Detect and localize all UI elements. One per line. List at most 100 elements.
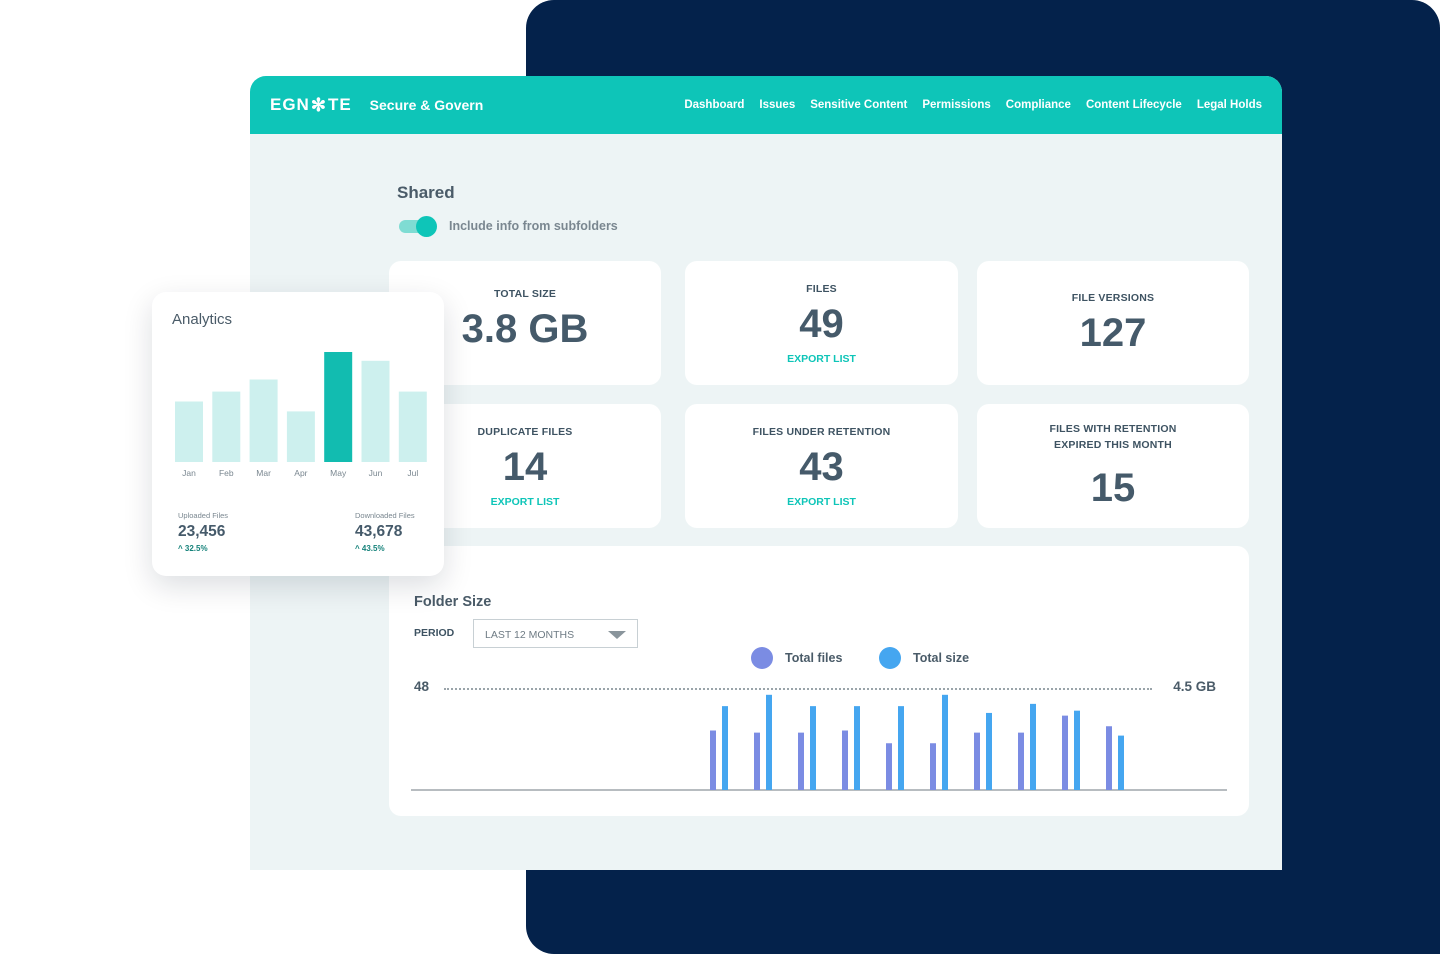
analytics-tick-label: Jul bbox=[407, 468, 418, 478]
legend-swatch bbox=[751, 647, 773, 669]
legend-label: Total files bbox=[785, 651, 843, 665]
app-title: Secure & Govern bbox=[369, 97, 484, 113]
stat-change: ^ 43.5% bbox=[355, 544, 385, 553]
analytics-bar-may bbox=[324, 352, 353, 462]
analytics-tick-label: May bbox=[330, 468, 347, 478]
main-nav: Dashboard Issues Sensitive Content Permi… bbox=[684, 99, 1262, 111]
card-value: 3.8 GB bbox=[461, 307, 589, 351]
total-size-bar bbox=[854, 706, 860, 790]
card-files: FILES 49 EXPORT LIST bbox=[685, 261, 958, 385]
card-label: TOTAL SIZE bbox=[493, 288, 557, 300]
card-file-versions: FILE VERSIONS 127 bbox=[977, 261, 1249, 385]
app-window: EGN ✻ TE Secure & Govern Dashboard Issues … bbox=[250, 76, 1282, 870]
toggle-label: Include info from subfolders bbox=[449, 219, 618, 233]
total-size-bar bbox=[1074, 710, 1080, 790]
left-axis-max-label: 48 bbox=[414, 679, 430, 694]
total-files-bar bbox=[974, 732, 980, 790]
nav-issues[interactable]: Issues bbox=[759, 99, 796, 111]
card-label: DUPLICATE FILES bbox=[477, 426, 573, 438]
total-files-bar bbox=[930, 743, 936, 790]
period-dropdown[interactable]: LAST 12 MONTHS bbox=[473, 619, 638, 648]
export-list-link[interactable]: EXPORT LIST bbox=[787, 496, 856, 508]
analytics-bar-jun bbox=[361, 360, 390, 462]
stat-value: 23,456 bbox=[178, 523, 226, 540]
analytics-bar-jan bbox=[175, 401, 203, 462]
stat-label: Downloaded Files bbox=[355, 511, 415, 520]
analytics-bar-chart: Jan Feb Mar Apr May Jun Jul bbox=[175, 352, 427, 478]
uploaded-files-stat: Uploaded Files 23,456 ^ 32.5% bbox=[178, 511, 228, 553]
max-gridline bbox=[444, 688, 1152, 690]
nav-permissions[interactable]: Permissions bbox=[922, 99, 991, 111]
total-size-bar bbox=[722, 706, 728, 790]
card-retention-expired: FILES WITH RETENTION EXPIRED THIS MONTH … bbox=[977, 404, 1249, 528]
stat-label: Uploaded Files bbox=[178, 511, 229, 520]
analytics-title: Analytics bbox=[172, 311, 233, 328]
snowflake-icon: ✻ bbox=[310, 94, 327, 115]
total-size-bar bbox=[942, 694, 948, 790]
card-label: FILES bbox=[806, 283, 837, 295]
analytics-bar-feb bbox=[212, 391, 241, 462]
nav-compliance[interactable]: Compliance bbox=[1005, 99, 1071, 111]
analytics-tick-label: Jun bbox=[369, 468, 383, 478]
card-value: 14 bbox=[502, 445, 548, 489]
card-files-under-retention: FILES UNDER RETENTION 43 EXPORT LIST bbox=[685, 404, 958, 528]
subfolder-toggle[interactable] bbox=[397, 216, 437, 237]
subfolder-toggle-row: Include info from subfolders bbox=[397, 216, 618, 237]
nav-content-lifecycle[interactable]: Content Lifecycle bbox=[1085, 99, 1182, 111]
analytics-bar-apr bbox=[286, 411, 315, 462]
total-files-bar bbox=[754, 732, 760, 790]
card-value: 15 bbox=[1090, 466, 1136, 510]
nav-sensitive-content[interactable]: Sensitive Content bbox=[810, 99, 908, 111]
total-files-bar bbox=[886, 743, 892, 790]
legend-total-size: Total size bbox=[879, 647, 969, 669]
card-label-line1: FILES WITH RETENTION bbox=[1049, 423, 1177, 435]
toggle-knob bbox=[416, 216, 437, 237]
total-size-bar bbox=[898, 706, 904, 790]
downloaded-files-stat: Downloaded Files 43,678 ^ 43.5% bbox=[355, 511, 415, 553]
total-files-bar bbox=[1062, 715, 1068, 790]
total-size-bar bbox=[1118, 735, 1124, 790]
analytics-bar-mar bbox=[249, 379, 278, 462]
total-files-bar bbox=[1018, 732, 1024, 790]
export-list-link[interactable]: EXPORT LIST bbox=[490, 496, 560, 508]
period-value: LAST 12 MONTHS bbox=[485, 629, 575, 641]
page-title: Shared bbox=[397, 183, 455, 202]
legend-swatch bbox=[879, 647, 901, 669]
total-files-bar bbox=[798, 732, 804, 790]
right-axis-max-label: 4.5 GB bbox=[1173, 679, 1216, 694]
folder-size-title: Folder Size bbox=[414, 594, 492, 610]
top-nav-bar: EGN ✻ TE Secure & Govern Dashboard Issues … bbox=[250, 76, 1282, 134]
card-value: 49 bbox=[799, 302, 844, 346]
egnyte-logo[interactable]: EGN ✻ TE bbox=[270, 95, 352, 116]
stat-change: ^ 32.5% bbox=[178, 544, 208, 553]
folder-size-panel: Folder Size PERIOD LAST 12 MONTHS Total … bbox=[389, 546, 1249, 816]
total-size-bar bbox=[810, 706, 816, 790]
nav-dashboard[interactable]: Dashboard bbox=[684, 99, 745, 111]
analytics-bar-jul bbox=[398, 391, 427, 462]
nav-legal-holds[interactable]: Legal Holds bbox=[1196, 99, 1262, 111]
total-files-bar bbox=[710, 730, 716, 790]
legend-label: Total size bbox=[913, 651, 970, 665]
analytics-tick-label: Apr bbox=[294, 468, 307, 478]
folder-size-chart bbox=[411, 694, 1227, 791]
export-list-link[interactable]: EXPORT LIST bbox=[787, 353, 856, 365]
card-value: 127 bbox=[1079, 311, 1147, 355]
total-files-bar bbox=[1106, 726, 1112, 790]
card-label: FILES UNDER RETENTION bbox=[752, 426, 891, 438]
total-size-bar bbox=[986, 712, 992, 790]
total-size-bar bbox=[1030, 703, 1036, 790]
period-label: PERIOD bbox=[414, 627, 455, 639]
logo-text-right: TE bbox=[327, 95, 352, 114]
legend-total-files: Total files bbox=[751, 647, 842, 669]
total-size-bar bbox=[766, 694, 772, 790]
card-label: FILE VERSIONS bbox=[1071, 292, 1155, 304]
chevron-down-icon bbox=[608, 631, 626, 639]
analytics-tick-label: Jan bbox=[182, 468, 196, 478]
analytics-tick-label: Mar bbox=[256, 468, 271, 478]
analytics-tick-label: Feb bbox=[219, 468, 234, 478]
card-label-line2: EXPIRED THIS MONTH bbox=[1054, 439, 1172, 451]
logo-text-left: EGN bbox=[270, 95, 310, 114]
analytics-card: Analytics Jan Feb Mar Apr May Jun Jul Uploaded… bbox=[152, 292, 444, 576]
total-files-bar bbox=[842, 730, 848, 790]
card-value: 43 bbox=[799, 445, 844, 489]
